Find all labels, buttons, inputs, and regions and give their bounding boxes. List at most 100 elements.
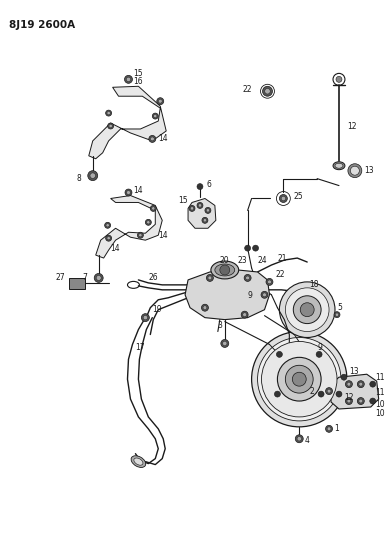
Text: 22: 22 [242,85,251,94]
Circle shape [258,337,341,421]
Circle shape [124,75,133,83]
Text: 16: 16 [133,77,143,86]
Circle shape [202,217,208,223]
Bar [69,278,85,289]
Circle shape [348,164,362,177]
Circle shape [145,220,151,225]
Text: 13: 13 [349,367,359,376]
Circle shape [154,115,157,118]
Circle shape [359,382,363,386]
Circle shape [336,76,342,82]
Text: 14: 14 [111,244,120,253]
Circle shape [318,391,324,397]
Polygon shape [331,374,379,409]
Circle shape [327,427,331,431]
Circle shape [262,86,273,96]
Text: 3: 3 [218,321,223,330]
Circle shape [90,173,95,179]
Circle shape [263,293,266,297]
Circle shape [139,233,142,237]
Circle shape [137,232,143,238]
Text: 11: 11 [375,387,384,397]
Circle shape [246,276,249,280]
Circle shape [198,204,202,207]
Ellipse shape [211,261,239,279]
Text: 18: 18 [309,280,319,289]
Circle shape [106,110,111,116]
Text: 15: 15 [133,69,143,78]
Circle shape [190,207,194,210]
Circle shape [347,382,351,386]
Circle shape [158,99,162,103]
Circle shape [261,292,268,298]
Circle shape [197,183,203,190]
Circle shape [75,281,79,285]
Circle shape [251,332,347,427]
Circle shape [267,280,271,284]
Circle shape [266,278,273,285]
Circle shape [106,224,109,227]
Text: 22: 22 [275,270,285,279]
Circle shape [149,135,156,142]
Circle shape [142,313,149,321]
Circle shape [108,123,114,129]
Circle shape [350,166,359,175]
Circle shape [244,274,251,281]
Circle shape [316,351,322,357]
Circle shape [208,276,212,280]
Circle shape [107,237,110,240]
Text: 19: 19 [152,305,162,314]
Circle shape [203,219,206,222]
Text: 8J19 2600A: 8J19 2600A [9,20,75,30]
Circle shape [147,221,150,224]
Text: 27: 27 [56,273,66,282]
Circle shape [336,391,342,397]
Text: 25: 25 [293,192,303,201]
Text: 10: 10 [375,409,384,418]
Text: 12: 12 [344,393,353,401]
Text: 12: 12 [347,122,357,131]
Circle shape [253,245,258,251]
Text: 21: 21 [277,254,287,263]
Circle shape [280,282,335,337]
Text: 11: 11 [375,373,384,382]
Polygon shape [96,196,162,258]
Circle shape [88,171,98,181]
Circle shape [106,235,111,241]
Ellipse shape [215,264,235,276]
Circle shape [341,374,347,380]
Text: 20: 20 [220,255,230,264]
Circle shape [96,276,101,280]
Text: 14: 14 [133,186,143,195]
Circle shape [292,372,306,386]
Circle shape [370,398,376,404]
Circle shape [222,341,227,345]
Ellipse shape [131,456,146,467]
Text: 6: 6 [207,180,212,189]
Circle shape [281,196,285,200]
Text: 24: 24 [258,255,267,264]
Ellipse shape [333,161,345,169]
Circle shape [206,274,213,281]
Text: 8: 8 [77,174,82,183]
Circle shape [280,195,287,203]
Text: 9: 9 [248,292,253,300]
Circle shape [265,88,270,94]
Circle shape [151,137,154,141]
Circle shape [345,398,352,405]
Circle shape [293,296,321,324]
Circle shape [221,340,229,348]
Circle shape [262,342,337,417]
Circle shape [203,306,207,310]
Circle shape [125,189,132,196]
Polygon shape [89,86,166,159]
Circle shape [335,313,339,316]
Ellipse shape [134,458,143,465]
Circle shape [295,435,303,443]
Circle shape [143,316,147,320]
Circle shape [245,245,251,251]
Circle shape [127,191,130,195]
Circle shape [359,399,363,403]
Circle shape [109,124,112,127]
Circle shape [285,288,329,332]
